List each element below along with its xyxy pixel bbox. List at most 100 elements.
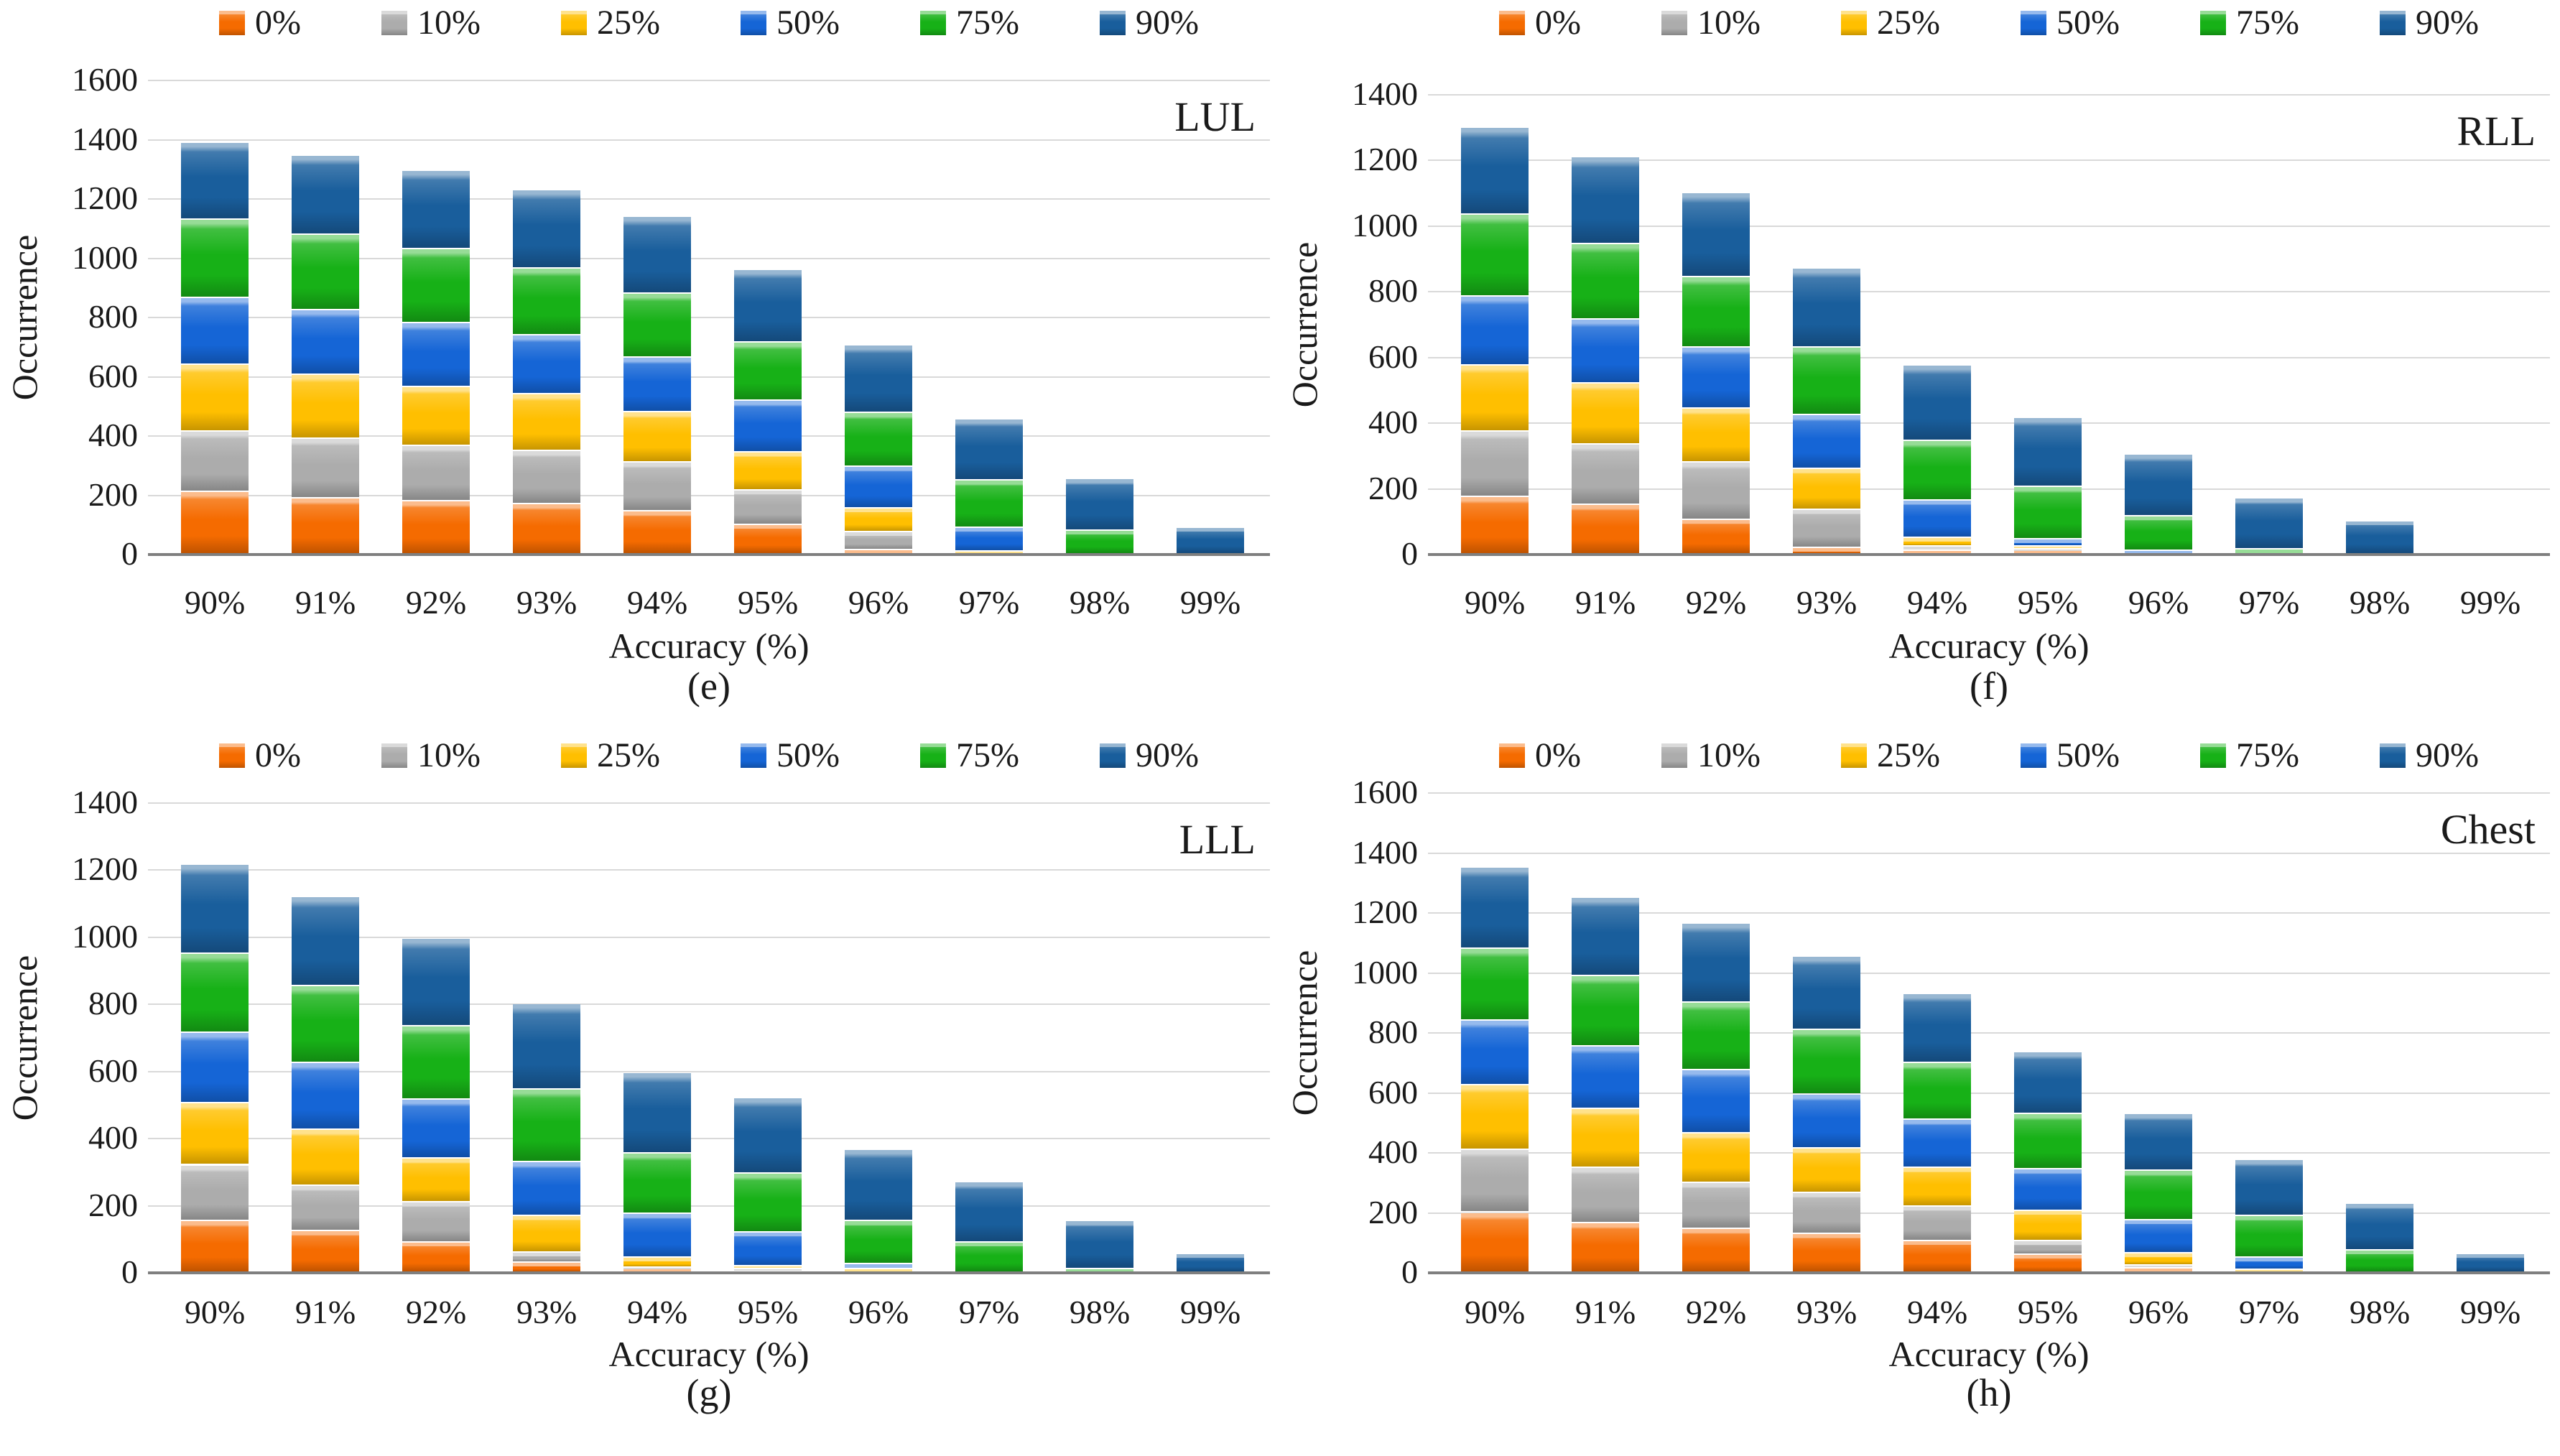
segment-50pct: [1461, 297, 1529, 365]
segment-90pct: [2457, 1254, 2524, 1271]
x-axis-tick: 91%: [1575, 584, 1636, 621]
gridline: [1428, 225, 2550, 227]
gridline: [148, 1003, 1270, 1006]
panel-letter: (h): [1966, 1371, 2012, 1414]
legend-swatch-75pct-icon: [2199, 743, 2226, 768]
legend-label: 25%: [1877, 736, 1940, 774]
figure-panel-e: 0% 10% 25% 50% 75% 90% 0 200 400 600 800 1000 1200 14…: [0, 0, 1280, 728]
segment-25pct: [292, 375, 359, 438]
legend-swatch-25pct-icon: [561, 743, 588, 768]
segment-90pct: [2346, 1203, 2413, 1249]
segment-25pct: [181, 1103, 249, 1164]
legend-item: 90%: [2379, 738, 2479, 773]
segment-75pct: [181, 219, 249, 297]
segment-10pct: [2014, 550, 2082, 552]
segment-75pct: [1903, 1062, 1971, 1119]
legend-item: 90%: [2379, 4, 2479, 42]
x-axis-tick: 93%: [516, 1294, 578, 1330]
segment-50pct: [1903, 500, 1971, 537]
segment-90pct: [1177, 527, 1244, 553]
segment-25pct: [292, 1130, 359, 1184]
gridline: [1428, 1032, 2550, 1034]
legend-swatch-25pct-icon: [561, 11, 588, 35]
segment-10pct: [1903, 1207, 1971, 1241]
segment-0pct: [2014, 551, 2082, 553]
segment-75pct: [2014, 487, 2082, 539]
gridline: [1428, 159, 2550, 162]
segment-90pct: [2346, 521, 2413, 553]
segment-50pct: [2125, 551, 2192, 553]
segment-25pct: [1903, 538, 1971, 545]
x-axis-tick: 97%: [958, 1294, 1020, 1330]
legend-label: 90%: [2415, 4, 2479, 42]
x-axis-tick: 97%: [2238, 584, 2300, 621]
y-axis-tick: 1600: [72, 61, 138, 98]
segment-25pct: [1461, 1085, 1529, 1149]
x-axis-line: [148, 1271, 1270, 1274]
segment-0pct: [623, 511, 691, 553]
segment-10pct: [2014, 1241, 2082, 1253]
x-axis-tick: 99%: [2459, 1294, 2521, 1330]
segment-0pct: [1903, 1241, 1971, 1271]
segment-25pct: [181, 365, 249, 430]
x-axis-tick: 98%: [1069, 1294, 1131, 1330]
segment-10pct: [1572, 1167, 1639, 1223]
legend-swatch-75pct-icon: [2199, 11, 2226, 35]
legend-label: 25%: [597, 4, 660, 42]
segment-90pct: [2125, 1113, 2192, 1170]
segment-0pct: [1461, 497, 1529, 553]
x-axis-tick: 97%: [958, 584, 1020, 621]
x-axis-tick: 94%: [626, 1294, 688, 1330]
y-axis-tick: 1200: [1352, 141, 1418, 178]
y-axis-title-text: Occurrence: [1284, 241, 1325, 408]
segment-50pct: [623, 1214, 691, 1256]
legend-item: 0%: [219, 738, 301, 773]
legend-label: 75%: [2235, 736, 2299, 774]
segment-90pct: [292, 896, 359, 985]
segment-25pct: [1572, 384, 1639, 443]
segment-25pct: [1461, 366, 1529, 430]
segment-0pct: [734, 524, 802, 553]
legend-item: 75%: [2199, 736, 2299, 774]
y-axis-tick: 1000: [1352, 953, 1418, 991]
legend-item: 25%: [561, 738, 660, 773]
segment-0pct: [1682, 520, 1750, 553]
x-axis-title: Accuracy (%): [608, 1334, 810, 1374]
segment-0pct: [2125, 1268, 2192, 1271]
x-axis-tick: 99%: [2459, 584, 2521, 621]
y-axis-tick: 400: [1368, 1133, 1418, 1170]
y-axis-tick: 1400: [1352, 833, 1418, 871]
segment-90pct: [1572, 157, 1639, 243]
segment-25pct: [402, 1159, 470, 1201]
gridline: [148, 139, 1270, 141]
y-axis-tick: 800: [88, 298, 138, 335]
legend-swatch-25pct-icon: [1841, 743, 1868, 768]
legend-item: 10%: [1661, 738, 1761, 773]
segment-25pct: [2014, 1211, 2082, 1241]
x-axis-tick: 93%: [516, 584, 578, 621]
segment-75pct: [2235, 1215, 2303, 1257]
x-axis-line: [1428, 1271, 2550, 1274]
x-axis-tick: 91%: [1575, 1294, 1636, 1330]
segment-25pct: [955, 551, 1023, 553]
legend-swatch-10pct-icon: [1661, 743, 1688, 768]
segment-25pct: [845, 509, 912, 532]
segment-75pct: [2125, 516, 2192, 550]
segment-25pct: [845, 1269, 912, 1271]
segment-75pct: [955, 1242, 1023, 1271]
segment-75pct: [623, 1154, 691, 1213]
segment-0pct: [1682, 1229, 1750, 1271]
legend-swatch-50pct-icon: [2021, 11, 2046, 35]
segment-10pct: [2125, 1265, 2192, 1267]
gridline: [148, 435, 1270, 437]
segment-75pct: [1793, 348, 1860, 414]
x-axis-tick: 99%: [1179, 1294, 1241, 1330]
legend-swatch-90pct-icon: [2379, 743, 2406, 768]
legend-swatch-10pct-icon: [1661, 11, 1688, 35]
segment-75pct: [734, 1174, 802, 1231]
y-axis-tick: 1000: [1352, 206, 1418, 244]
x-axis-title: Accuracy (%): [1888, 626, 2090, 666]
segment-25pct: [1682, 408, 1750, 461]
segment-90pct: [1682, 923, 1750, 1002]
